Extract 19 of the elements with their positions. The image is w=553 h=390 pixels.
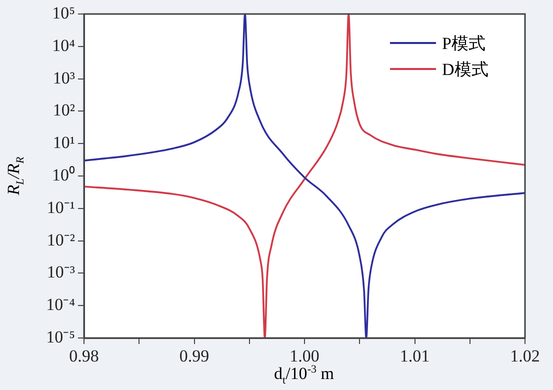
- y-tick-label: 10⁻³: [46, 262, 75, 282]
- y-tick-label: 10³: [52, 68, 75, 88]
- y-tick-label: 10⁻²: [46, 230, 75, 250]
- x-tick-label: 1.01: [400, 346, 430, 366]
- y-tick-label: 10⁵: [52, 3, 76, 22]
- y-tick-label: 10⁻⁵: [46, 327, 76, 346]
- x-axis-title: d$_{t}$/10$^{-3}$ m: [274, 363, 334, 386]
- y-tick-label: 10¹: [52, 133, 75, 152]
- y-tick-label: 10⁰: [52, 165, 75, 184]
- y-tick-label: 10⁴: [52, 36, 76, 55]
- x-tick-label: 0.98: [69, 346, 99, 366]
- legend-label: D模式: [442, 58, 488, 80]
- x-tick-label: 1.00: [290, 346, 320, 366]
- y-tick-label: 10²: [52, 100, 75, 120]
- x-tick-label: 1.02: [510, 346, 540, 366]
- x-tick-label: 0.99: [179, 346, 210, 366]
- legend-label: P模式: [442, 32, 486, 54]
- y-tick-label: 10⁻⁴: [46, 295, 76, 314]
- y-tick-label: 10⁻¹: [46, 198, 75, 217]
